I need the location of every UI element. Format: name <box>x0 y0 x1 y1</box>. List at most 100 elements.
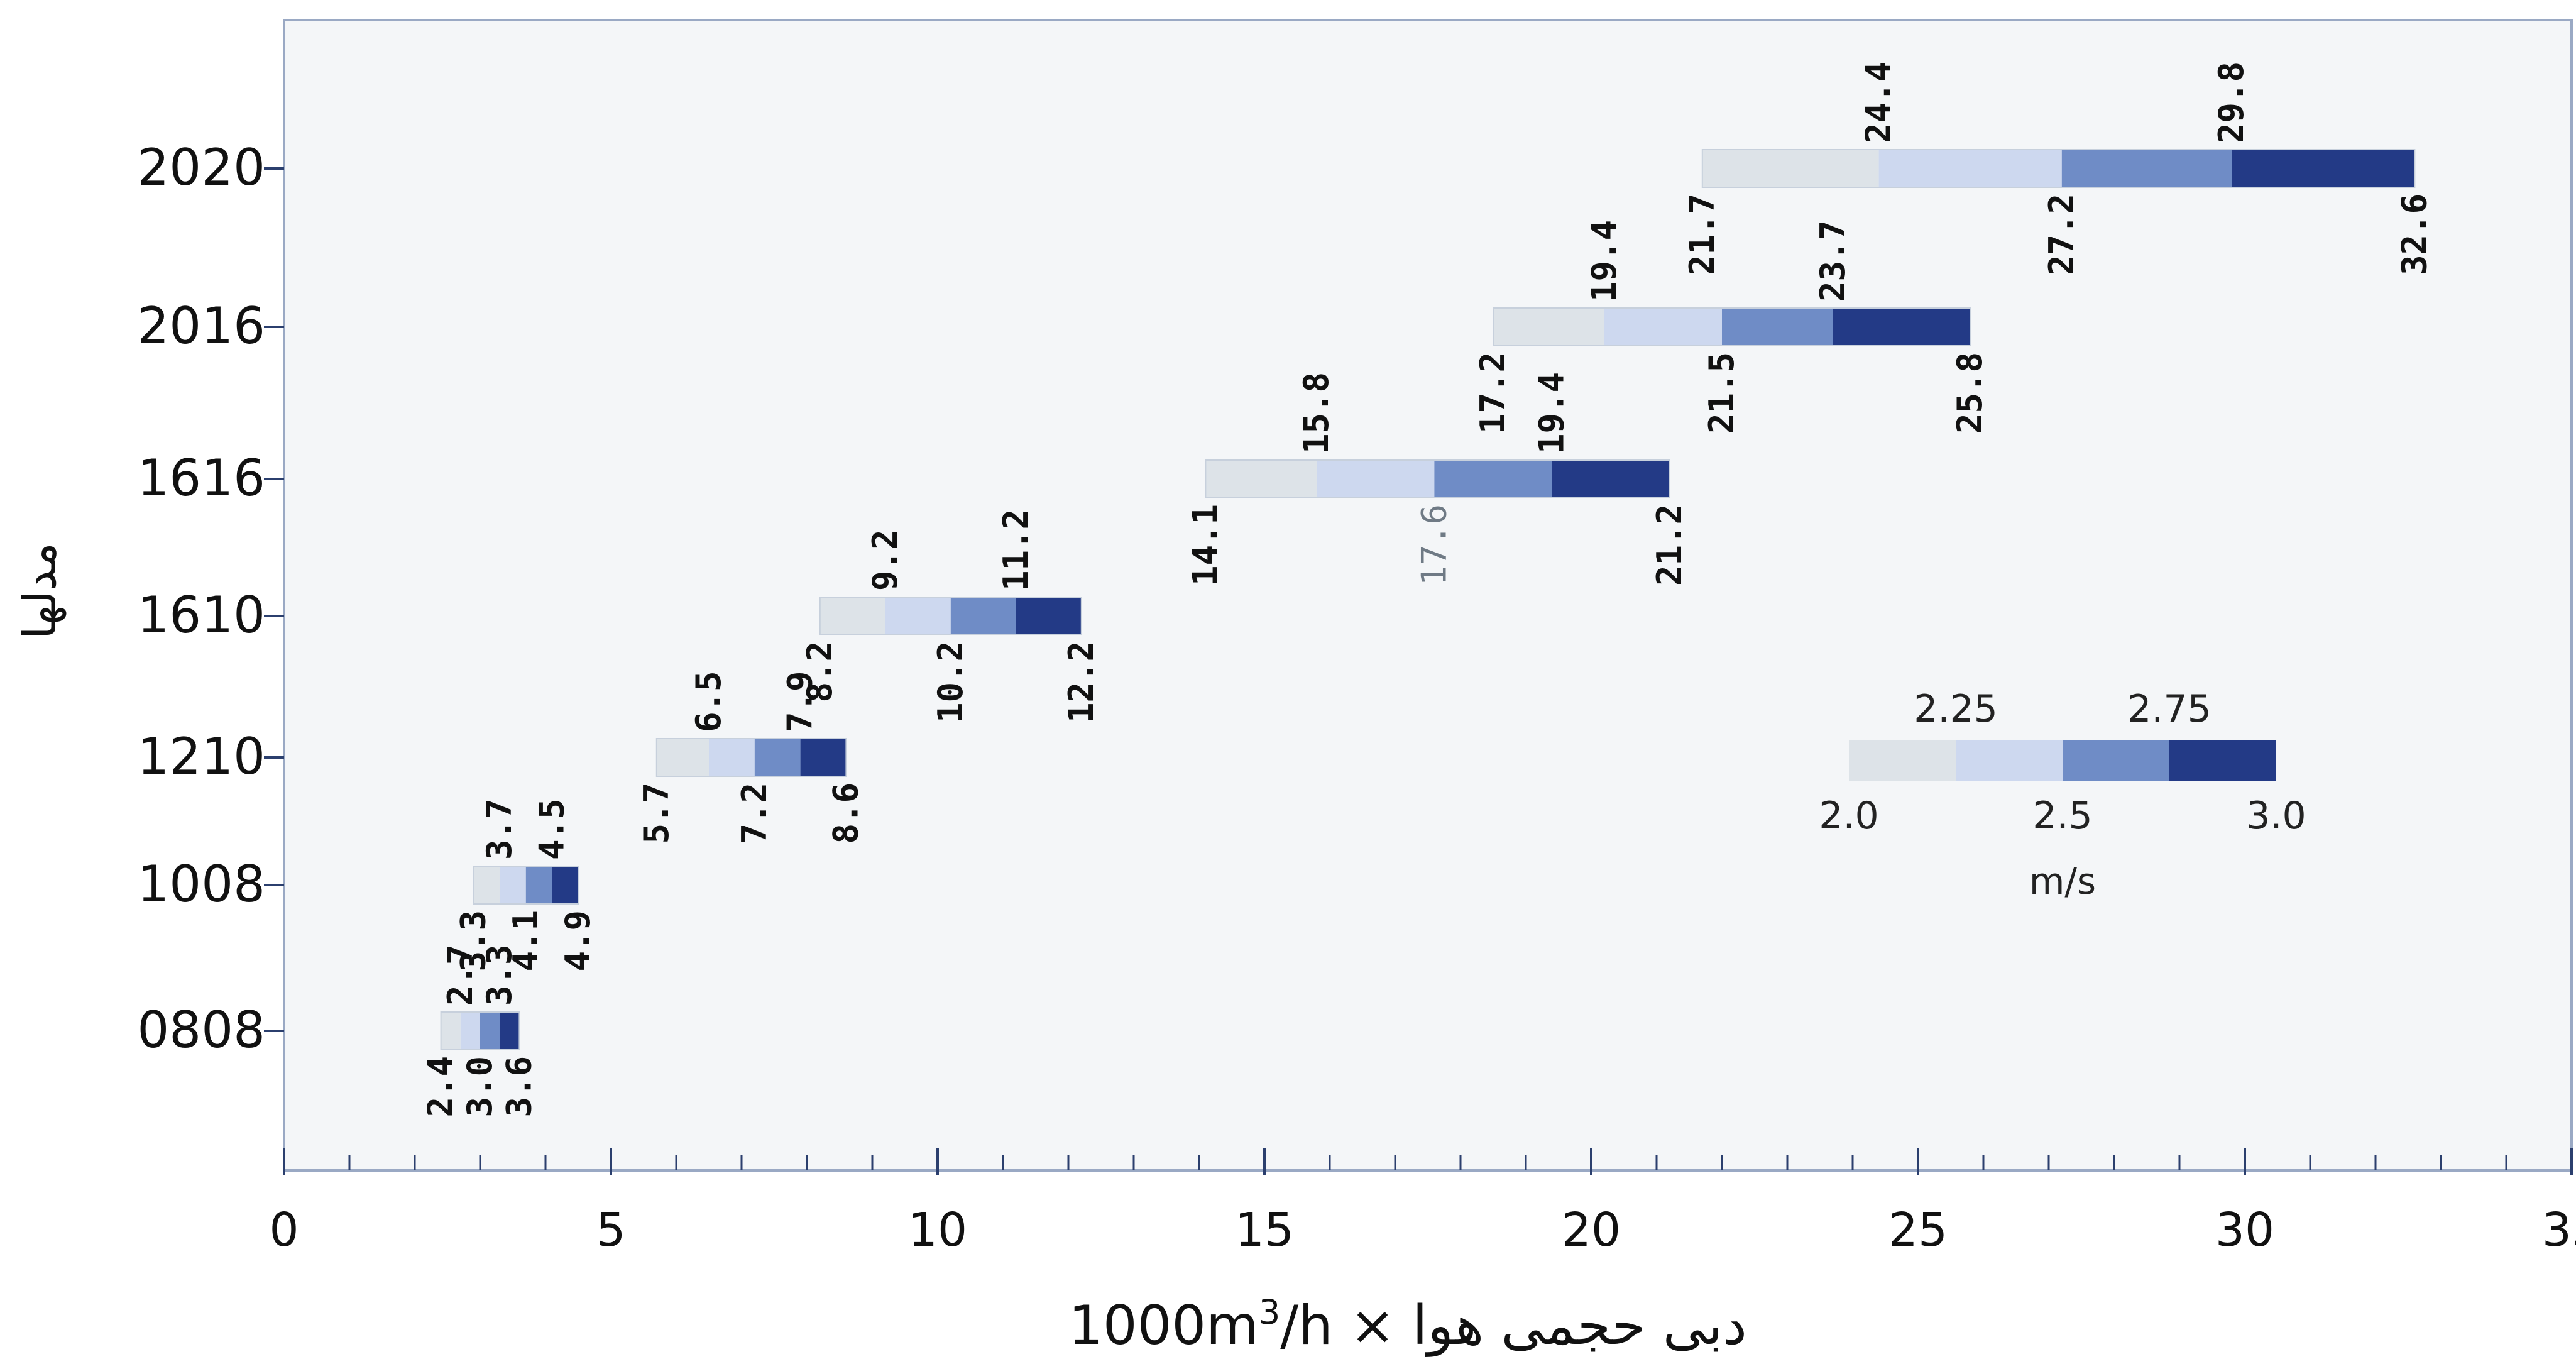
data-label: 27.2 <box>2042 194 2081 275</box>
bar-segment <box>885 597 951 635</box>
bar-segment <box>1878 150 2062 187</box>
data-label: 21.5 <box>1702 352 1741 434</box>
x-axis-title-post: /h × دبی حجمی هوا <box>1280 1294 1747 1357</box>
bar-segment <box>500 1012 520 1050</box>
data-label: 19.4 <box>1584 220 1624 302</box>
x-tick-label: 15 <box>1235 1203 1294 1257</box>
bar-outline <box>655 738 847 777</box>
data-label: 2.4 <box>421 1056 461 1118</box>
legend-top-label: 2.75 <box>2127 687 2212 731</box>
x-axis-title-pre: 1000m <box>1068 1294 1259 1357</box>
y-tick-label: 1610 <box>137 586 265 644</box>
data-label: 11.2 <box>996 509 1036 591</box>
data-label: 4.9 <box>558 910 598 972</box>
data-label: 10.2 <box>931 641 970 723</box>
data-label: 32.6 <box>2394 194 2434 275</box>
legend-swatch <box>1956 740 2063 781</box>
data-label: 8.6 <box>826 783 865 844</box>
data-label: 3.7 <box>480 798 519 860</box>
legend-bottom-label: 3.0 <box>2246 794 2306 838</box>
data-label: 7.2 <box>735 783 774 844</box>
x-axis-title: 1000m3/h × دبی حجمی هوا <box>1068 1292 1747 1357</box>
data-label: 2.7 <box>441 944 480 1006</box>
bar-segment <box>2061 150 2232 187</box>
data-label: 3.3 <box>454 910 493 972</box>
bar-segment <box>1604 308 1722 346</box>
legend-swatch <box>1849 740 1956 781</box>
data-label: 21.2 <box>1650 504 1689 586</box>
data-label: 3.0 <box>460 1056 500 1118</box>
data-label: 4.5 <box>532 798 571 860</box>
y-tick-label: 2020 <box>137 138 265 197</box>
data-label: 15.8 <box>1296 372 1336 454</box>
data-label: 14.1 <box>1185 504 1225 586</box>
x-tick-label: 30 <box>2215 1203 2274 1257</box>
x-tick-label: 35 <box>2542 1203 2576 1257</box>
data-label: 17.2 <box>1473 352 1513 434</box>
data-label: 25.8 <box>1950 352 1990 434</box>
bar-segment <box>1205 460 1317 498</box>
data-label: 29.8 <box>2212 62 2251 143</box>
bar-segment <box>1317 460 1435 498</box>
bar-segment <box>1833 308 1971 346</box>
data-label: 17.6 <box>1414 504 1454 586</box>
data-label: 6.5 <box>689 671 728 732</box>
y-tick-label: 0808 <box>137 1001 265 1059</box>
bar-outline <box>473 866 579 905</box>
bar-segment <box>1434 460 1552 498</box>
bar-segment <box>1702 150 1879 187</box>
data-label: 12.2 <box>1061 641 1101 723</box>
y-tick-label: 1210 <box>137 727 265 786</box>
bar-segment <box>656 739 709 776</box>
labels-layer: 2.4 2.7 3.0 3.3 3.6 3.3 3.7 4.1 4.5 4.9 5.7 6.5 7.2 7… <box>421 62 2435 1118</box>
bar-segment <box>480 1012 500 1050</box>
data-label: 8.2 <box>800 641 840 703</box>
bar-outline <box>819 597 1082 635</box>
y-tick-label: 1616 <box>137 449 265 507</box>
legend: 2.25 2.75 2.0 2.5 3.0 m/s <box>1819 687 2306 903</box>
data-label: 3.6 <box>499 1056 539 1118</box>
bar-outline <box>1205 459 1670 498</box>
bars-layer <box>440 149 2416 1050</box>
plot-frame <box>283 19 2573 1172</box>
x-tick-label: 25 <box>1888 1203 1948 1257</box>
legend-bottom-label: 2.5 <box>2032 794 2092 838</box>
data-label: 7.9 <box>781 671 820 732</box>
x-tick-label: 20 <box>1562 1203 1621 1257</box>
data-label: 24.4 <box>1859 62 1899 143</box>
y-tick-label: 2016 <box>137 297 265 355</box>
bar-segment <box>1722 308 1833 346</box>
bar-segment <box>1493 308 1604 346</box>
y-axis-title: مدلها <box>13 542 67 639</box>
bar-segment <box>709 739 755 776</box>
data-label: 21.7 <box>1682 194 1722 275</box>
bar-segment <box>1016 597 1082 635</box>
legend-swatch <box>2169 740 2276 781</box>
bar-outline <box>1701 149 2416 188</box>
x-axis-title-sup: 3 <box>1259 1292 1280 1332</box>
bar-outline <box>1493 307 1971 346</box>
bar-outline <box>440 1011 520 1050</box>
data-label: 19.4 <box>1532 372 1572 454</box>
data-label: 9.2 <box>865 529 905 591</box>
bar-segment <box>2232 150 2415 187</box>
x-tick-label: 0 <box>269 1203 299 1257</box>
axis-layer: 0 5 10 15 20 25 30 35 0808 1008 1210 1610 1616 2016 20… <box>137 138 2576 1257</box>
bar-segment <box>754 739 801 776</box>
bar-segment <box>1552 460 1670 498</box>
bar-segment <box>950 597 1016 635</box>
bar-segment <box>441 1012 461 1050</box>
data-label: 5.7 <box>637 783 676 844</box>
bar-segment <box>552 866 578 904</box>
legend-swatch <box>2063 740 2169 781</box>
y-tick-label: 1008 <box>137 855 265 913</box>
bar-segment <box>500 866 526 904</box>
data-label: 23.7 <box>1813 220 1853 302</box>
bar-segment <box>525 866 552 904</box>
bar-segment <box>460 1012 480 1050</box>
bar-segment <box>800 739 847 776</box>
legend-bottom-label: 2.0 <box>1819 794 1878 838</box>
data-label: 3.3 <box>480 944 519 1006</box>
x-tick-label: 5 <box>596 1203 625 1257</box>
